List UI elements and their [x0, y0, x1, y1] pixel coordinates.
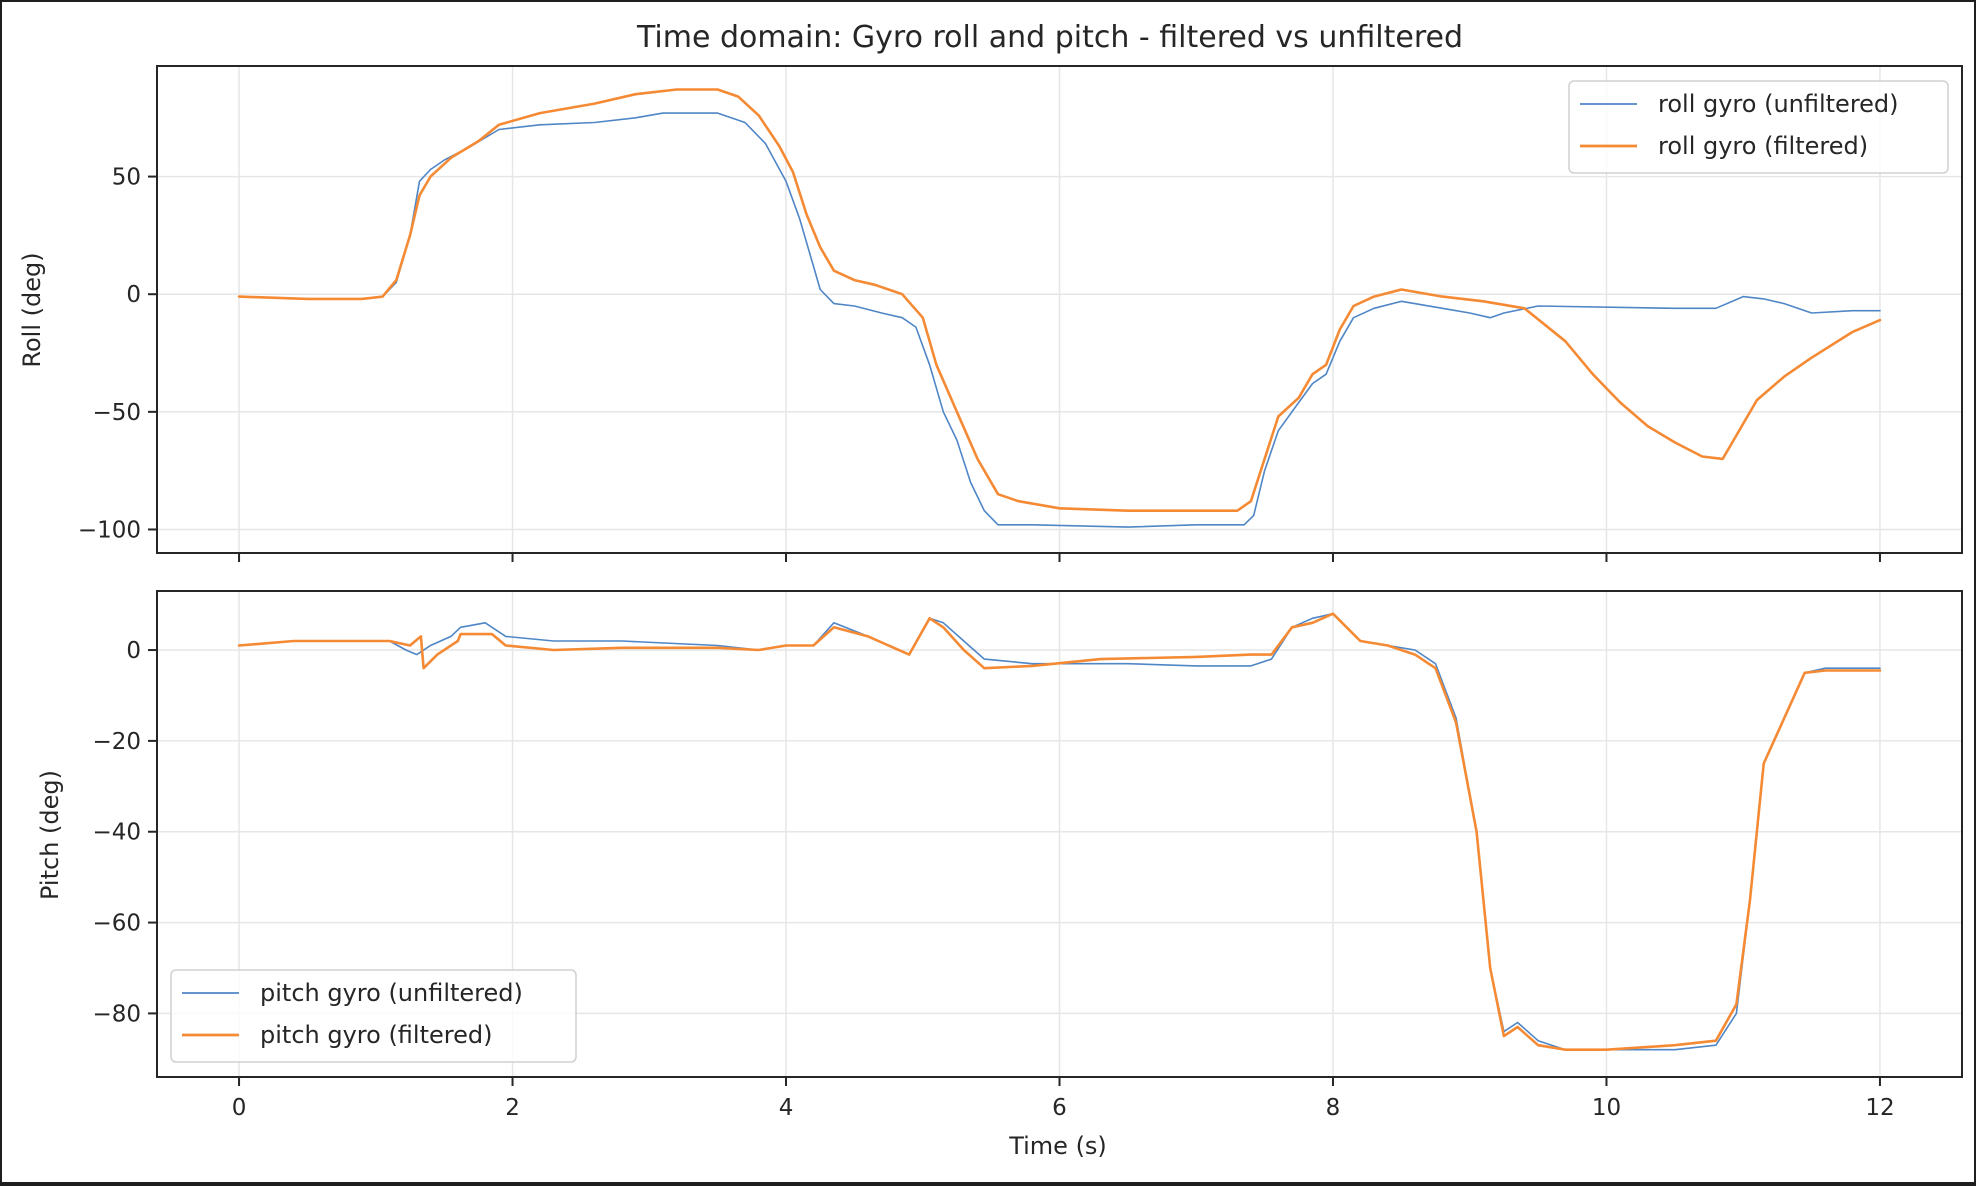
figure-title: Time domain: Gyro roll and pitch - filte… [636, 20, 1463, 55]
roll-legend: roll gyro (unfiltered) roll gyro (filter… [1568, 80, 1949, 174]
x-tick-label: 6 [1052, 1095, 1067, 1121]
roll-ylabel: Roll (deg) [18, 252, 46, 367]
y-tick-label: −80 [92, 1001, 141, 1027]
y-tick-label: 50 [112, 165, 141, 191]
pitch-legend: pitch gyro (unfiltered) pitch gyro (filt… [170, 969, 577, 1063]
pitch-axes: 0 2 4 6 8 10 12 −80 −60 −40 −20 0 Pitch (deg) Time … [36, 590, 1963, 1160]
y-tick-label: −100 [78, 517, 141, 543]
series-line [238, 112, 1881, 528]
pitch-ylabel: Pitch (deg) [36, 770, 64, 900]
roll-filtered-legend-label: roll gyro (filtered) [1658, 132, 1868, 160]
y-tick-label: 0 [126, 638, 141, 664]
x-tick-label: 0 [232, 1095, 247, 1121]
y-tick-label: −50 [92, 400, 141, 426]
y-tick-label: −60 [92, 911, 141, 937]
roll-axes: −100 −50 0 50 Roll (deg) roll gyro (unfilte… [18, 65, 1963, 562]
roll-unfiltered-legend-label: roll gyro (unfiltered) [1658, 90, 1899, 118]
roll-series [237, 88, 1882, 528]
pitch-legend-box [170, 969, 577, 1063]
roll-legend-box [1568, 80, 1949, 174]
series-line [238, 612, 1881, 1051]
series-line [237, 612, 1882, 1051]
x-tick-label: 10 [1592, 1095, 1621, 1121]
roll-ticks: −100 −50 0 50 [78, 165, 1881, 562]
pitch-series [237, 612, 1882, 1051]
y-tick-label: −40 [92, 820, 141, 846]
x-tick-label: 4 [779, 1095, 794, 1121]
time-xlabel: Time (s) [1008, 1132, 1107, 1160]
y-tick-label: −20 [92, 729, 141, 755]
y-tick-label: 0 [126, 282, 141, 308]
pitch-filtered-legend-label: pitch gyro (filtered) [260, 1021, 492, 1049]
pitch-unfiltered-legend-label: pitch gyro (unfiltered) [260, 979, 523, 1007]
pitch-ticks: 0 2 4 6 8 10 12 −80 −60 −40 −20 0 [92, 638, 1894, 1121]
x-tick-label: 12 [1865, 1095, 1894, 1121]
x-tick-label: 2 [505, 1095, 520, 1121]
x-tick-label: 8 [1326, 1095, 1341, 1121]
series-line [237, 88, 1882, 513]
